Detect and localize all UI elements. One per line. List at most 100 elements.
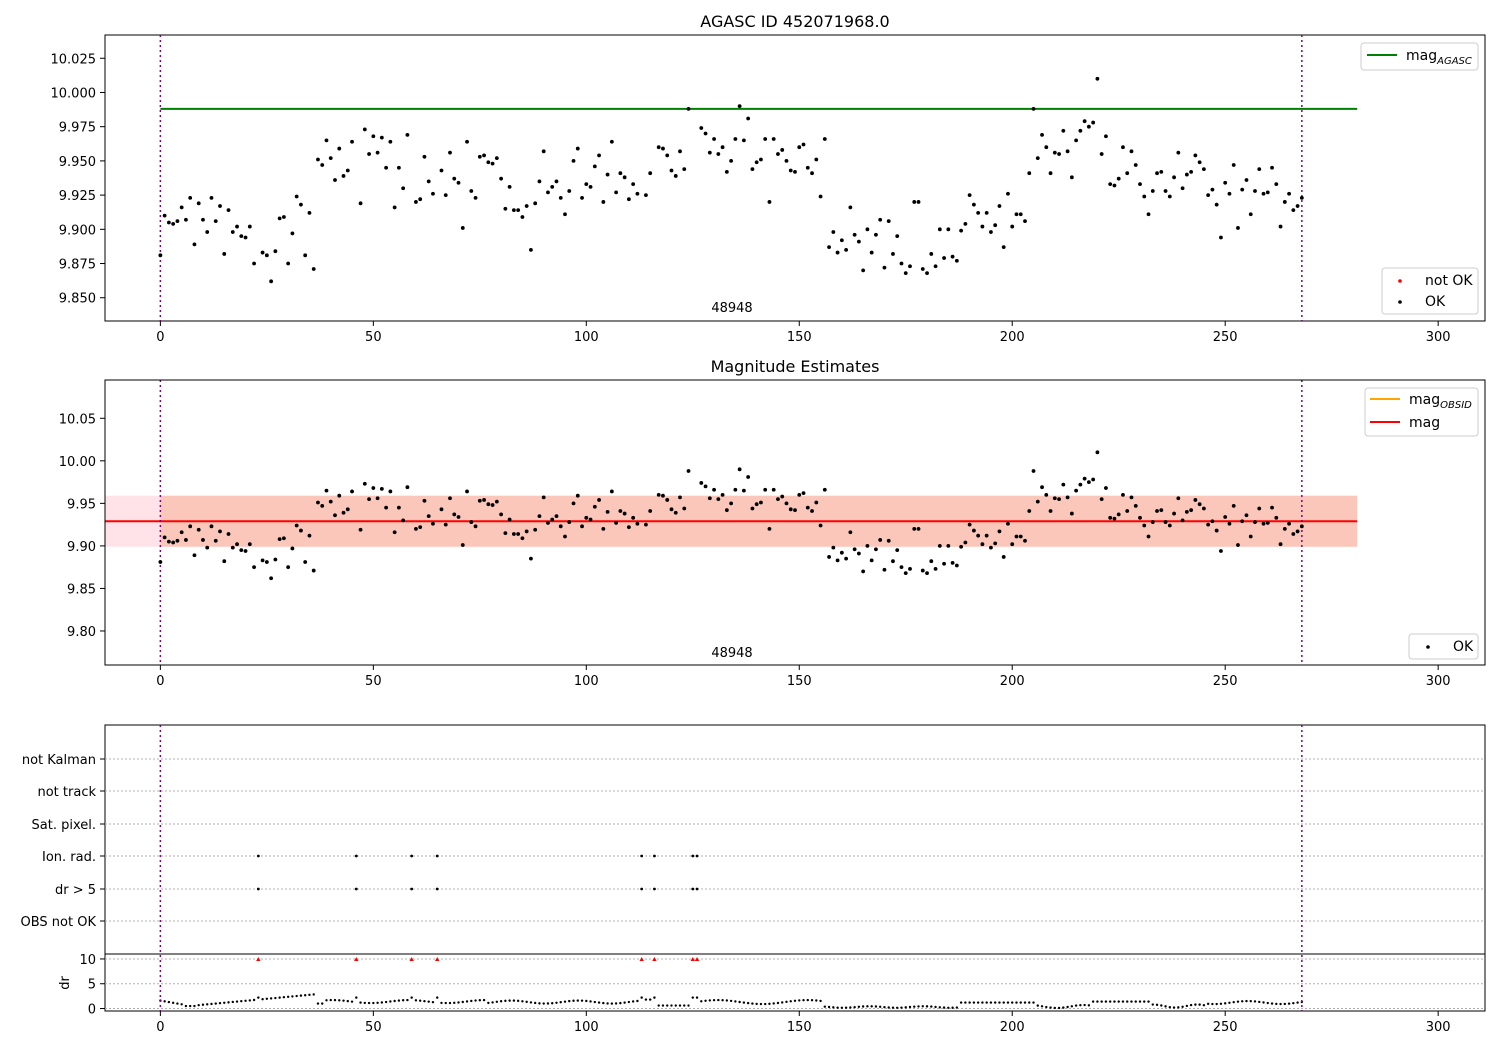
mag-point: [776, 152, 780, 156]
mag-point: [1078, 128, 1083, 133]
mag-estimate-point: [524, 529, 529, 534]
dr-point: [380, 1001, 384, 1004]
agasc-ytick-label: 10.025: [51, 52, 97, 67]
dr-point: [1121, 1000, 1125, 1003]
dr-point: [363, 1001, 367, 1005]
mag-point: [1104, 134, 1108, 139]
dr-point: [252, 998, 256, 1002]
dr-point: [278, 996, 281, 999]
dr-point: [1194, 1003, 1197, 1006]
mag-point: [920, 267, 925, 271]
flags-plot-frame: [104, 724, 1486, 1012]
mag-estimate-point: [797, 492, 802, 497]
mag-estimate-point: [1189, 508, 1194, 513]
mag-point: [835, 250, 840, 255]
mag-estimate-point: [686, 469, 691, 473]
magnitude-ytick-label: 10.05: [59, 412, 96, 427]
dr-point: [951, 1006, 954, 1009]
mag-estimate-point: [401, 518, 406, 523]
dr-point: [218, 1001, 222, 1005]
dr-point: [738, 1000, 741, 1004]
dr-point: [295, 994, 298, 998]
dr-point: [908, 1005, 912, 1009]
mag-point: [741, 138, 746, 143]
mag-point: [1163, 189, 1168, 193]
mag-point: [362, 127, 367, 132]
mag-estimate-point: [550, 517, 555, 522]
magnitude-legend-top: magOBSID mag: [1364, 387, 1479, 437]
mag-estimate-point: [626, 525, 631, 530]
dr-point: [372, 1001, 375, 1005]
mag-estimate-point: [511, 532, 516, 536]
dr-point: [546, 1002, 550, 1005]
mag-point: [614, 190, 619, 195]
mag-estimate-point: [490, 503, 495, 507]
flag-row-label: not Kalman: [22, 753, 96, 768]
mag-point: [503, 206, 508, 211]
dr-point: [1202, 1003, 1206, 1007]
magnitude-xtick-label: 150: [787, 674, 812, 689]
mag-point: [341, 174, 346, 178]
mag-estimate-point: [396, 505, 401, 510]
mag-estimate-point: [644, 522, 648, 527]
mag-point: [1172, 175, 1176, 180]
dr-point: [653, 996, 656, 999]
mag-point: [946, 227, 951, 232]
mag-estimate-point: [252, 565, 256, 570]
mag-estimate-point: [856, 551, 861, 556]
mag-estimate-point: [571, 501, 576, 506]
legend-label-mag-agasc: mag: [1406, 48, 1437, 64]
mag-point: [1014, 212, 1019, 217]
mag-estimate-point: [669, 507, 674, 512]
mag-point: [426, 179, 431, 184]
flag-row-label: Ion. rad.: [42, 850, 96, 865]
dr-point: [776, 1001, 780, 1005]
mag-point: [669, 168, 674, 173]
mag-point: [631, 182, 636, 187]
mag-estimate-point: [1193, 498, 1198, 502]
mag-estimate-point: [635, 521, 640, 526]
mag-estimate-point: [473, 524, 478, 529]
mag-estimate-point: [1184, 509, 1189, 514]
mag-point: [384, 165, 389, 170]
dr-point: [1223, 1002, 1227, 1005]
mag-point: [537, 179, 542, 184]
mag-estimate-point: [1099, 497, 1104, 502]
mag-estimate-point: [294, 523, 299, 528]
mag-point: [878, 217, 883, 222]
dr-point: [925, 1005, 929, 1008]
mag-point: [205, 230, 210, 234]
dr-point: [1108, 1000, 1112, 1003]
mag-estimate-point: [558, 524, 563, 529]
agasc-xtick-label: 100: [574, 330, 599, 345]
mag-estimate-point: [222, 559, 227, 564]
mag-estimate-point: [273, 557, 278, 562]
mag-point: [1006, 191, 1010, 196]
mag-point: [912, 200, 917, 204]
mag-estimate-point: [230, 545, 235, 550]
mag-estimate-point: [379, 486, 384, 491]
dr-point: [1160, 1004, 1163, 1007]
mag-point: [1146, 212, 1151, 217]
mag-estimate-point: [260, 558, 265, 563]
flag-point: [435, 854, 439, 858]
mag-estimate-point: [448, 496, 452, 501]
dr-point: [1151, 1003, 1154, 1006]
flags-xtick-label: 200: [1000, 1020, 1025, 1035]
dr-point: [661, 1004, 665, 1007]
mag-point: [486, 160, 491, 165]
dr-point: [666, 1004, 669, 1007]
mag-point: [597, 153, 601, 158]
mag-point: [516, 208, 521, 213]
mag-estimate-point: [1125, 509, 1130, 513]
mag-point: [1270, 165, 1274, 170]
dr-point: [891, 1006, 895, 1009]
legend-marker-ok: [1398, 300, 1402, 304]
mag-estimate-point: [1155, 509, 1159, 513]
mag-estimate-point: [1231, 504, 1236, 508]
mag-estimate-point: [507, 517, 512, 522]
mag-estimate-point: [290, 546, 295, 551]
dr-point: [1023, 1001, 1027, 1004]
dr-point: [712, 998, 716, 1002]
mag-point: [277, 216, 282, 221]
